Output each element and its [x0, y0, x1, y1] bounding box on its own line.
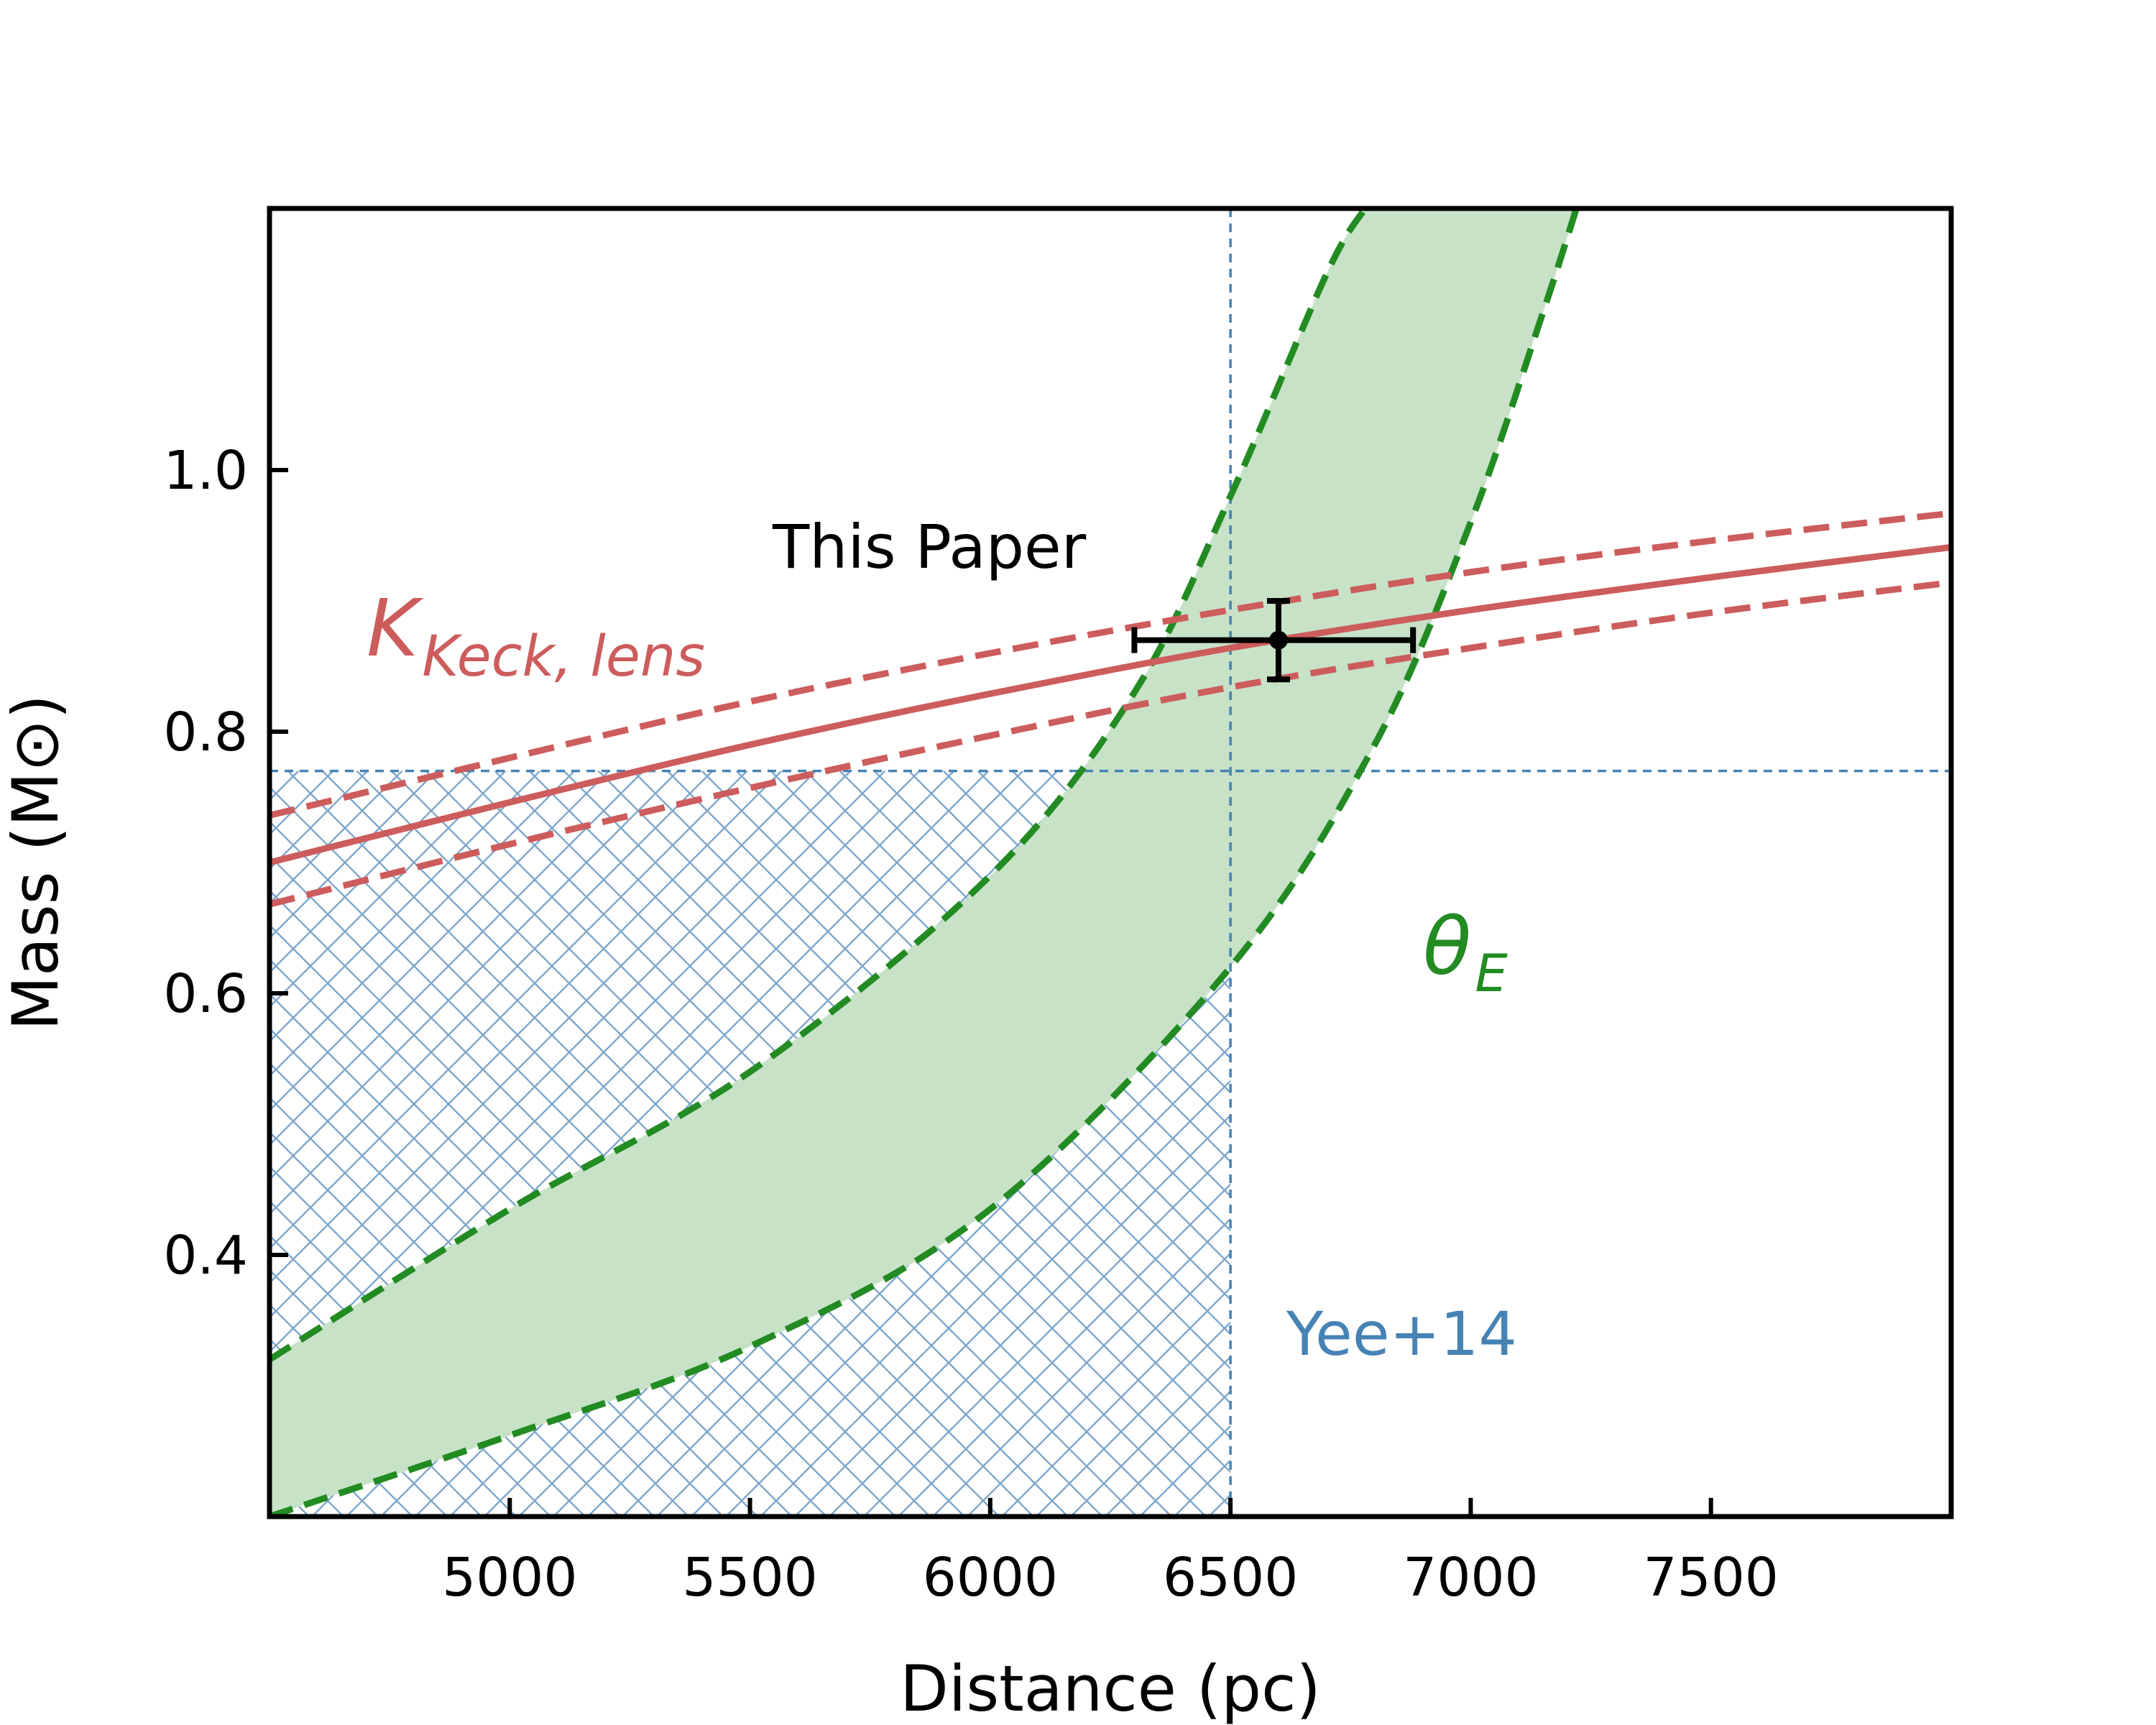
x-tick-label: 6000: [923, 1547, 1058, 1609]
theta-e-label-main: θ: [1423, 901, 1471, 993]
this-paper-measurement: [1131, 598, 1416, 683]
y-axis-label: Mass (M⊙): [0, 694, 73, 1031]
x-axis-ticks: 5000 5500 6000 6500 7000 7500: [442, 1498, 1779, 1609]
plot-area: [270, 208, 1951, 1517]
theta-e-band-fill: [270, 208, 1577, 1517]
x-tick-label: 7000: [1403, 1547, 1538, 1609]
keck-label-sub: Keck, lens: [422, 625, 705, 689]
plot-frame: [267, 206, 1954, 1519]
theta-e-label-sub: E: [1475, 943, 1508, 1003]
measurement-point: [1269, 630, 1288, 650]
keck-upper-bound-line: [270, 510, 1951, 819]
keck-central-line: [270, 543, 1951, 866]
keck-lower-bound-line: [270, 579, 1951, 908]
y-tick-label: 0.4: [163, 1225, 248, 1287]
y-axis-ticks: 0.4 0.6 0.8 1.0: [163, 440, 288, 1287]
yee14-label: Yee+14: [1286, 1299, 1517, 1369]
keck-label-main: K: [367, 582, 424, 674]
x-axis-label: Distance (pc): [900, 1652, 1321, 1725]
theta-e-label: θ E: [1423, 901, 1508, 1003]
x-tick-label: 7500: [1644, 1547, 1779, 1609]
keck-label: K Keck, lens: [367, 582, 705, 689]
y-tick-label: 0.8: [163, 702, 248, 763]
x-tick-label: 6500: [1163, 1547, 1298, 1609]
y-tick-label: 0.6: [163, 963, 248, 1025]
x-tick-label: 5500: [682, 1547, 817, 1609]
measurement-label: This Paper: [772, 512, 1087, 582]
x-tick-label: 5000: [442, 1547, 577, 1609]
y-tick-label: 1.0: [163, 440, 248, 502]
theta-e-lower-bound-line: [270, 208, 1580, 1517]
theta-e-upper-bound-line: [270, 208, 1368, 1363]
